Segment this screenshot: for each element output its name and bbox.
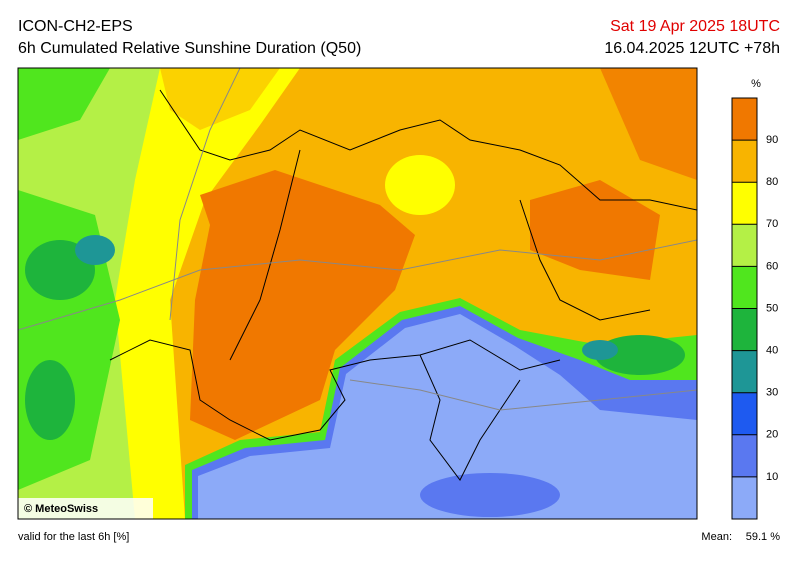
colorbar-tick-label: 30	[766, 387, 778, 399]
colorbar-tick-label: 10	[766, 471, 778, 483]
map	[18, 68, 697, 519]
mean-label: Mean:	[701, 531, 732, 543]
colorbar-tick-label: 70	[766, 218, 778, 230]
colorbar-bin	[732, 392, 757, 435]
credit: © MeteoSwiss	[24, 503, 98, 515]
colorbar-bin	[732, 224, 757, 267]
run-time: 16.04.2025 12UTC +78h	[604, 40, 780, 57]
mean-value: 59.1 %	[746, 531, 780, 543]
colorbar-bin	[732, 350, 757, 393]
colorbar-bin	[732, 434, 757, 477]
colorbar-bin	[732, 182, 757, 225]
colorbar-tick-label: 40	[766, 345, 778, 357]
colorbar-tick-label: 50	[766, 302, 778, 314]
colorbar-bin	[732, 476, 757, 519]
colorbar-tick-label: 90	[766, 134, 778, 146]
colorbar: 10 20 30 40 50 60 70 80 90	[731, 97, 778, 520]
colorbar-tick-label: 80	[766, 176, 778, 188]
colorbar-tick-label: 60	[766, 260, 778, 272]
colorbar-bin	[732, 308, 757, 351]
product-title: 6h Cumulated Relative Sunshine Duration …	[18, 40, 361, 57]
colorbar-bin	[732, 266, 757, 309]
colorbar-bin	[732, 98, 757, 141]
map-frame	[17, 67, 698, 520]
model-name: ICON-CH2-EPS	[18, 18, 133, 35]
valid-time: Sat 19 Apr 2025 18UTC	[610, 18, 780, 35]
colorbar-bin	[732, 140, 757, 183]
colorbar-tick-label: 20	[766, 429, 778, 441]
colorbar-unit: %	[751, 78, 761, 90]
validity-note: valid for the last 6h [%]	[18, 531, 129, 543]
